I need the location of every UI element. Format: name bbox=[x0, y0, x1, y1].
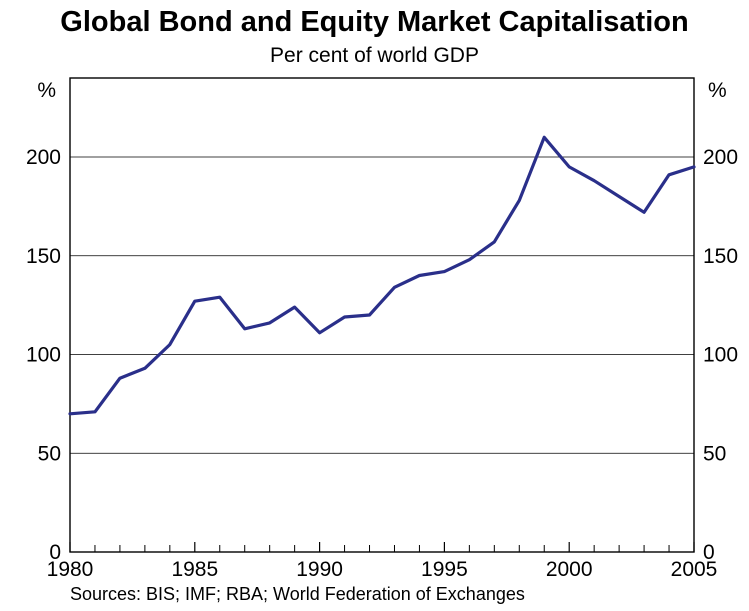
y-left-unit: % bbox=[37, 79, 56, 102]
y-right-tick-label: 50 bbox=[703, 442, 726, 465]
y-left-tick-label: 200 bbox=[26, 146, 61, 169]
chart-svg: 1980198519901995200020050501001502000501… bbox=[0, 0, 749, 611]
chart-container: { "chart": { "type": "line", "title": "G… bbox=[0, 0, 749, 611]
x-tick-label: 2000 bbox=[546, 558, 593, 581]
y-right-tick-label: 200 bbox=[703, 146, 738, 169]
y-left-tick-label: 0 bbox=[49, 541, 61, 564]
x-tick-label: 1995 bbox=[421, 558, 468, 581]
y-right-tick-label: 100 bbox=[703, 344, 738, 367]
y-left-tick-label: 100 bbox=[26, 344, 61, 367]
y-left-tick-label: 50 bbox=[38, 442, 61, 465]
x-tick-label: 1990 bbox=[296, 558, 343, 581]
x-tick-label: 1985 bbox=[171, 558, 218, 581]
y-right-tick-label: 150 bbox=[703, 245, 738, 268]
series-line-global_cap_pct_gdp bbox=[70, 137, 694, 414]
y-right-unit: % bbox=[708, 79, 727, 102]
y-left-tick-label: 150 bbox=[26, 245, 61, 268]
y-right-tick-label: 0 bbox=[703, 541, 715, 564]
